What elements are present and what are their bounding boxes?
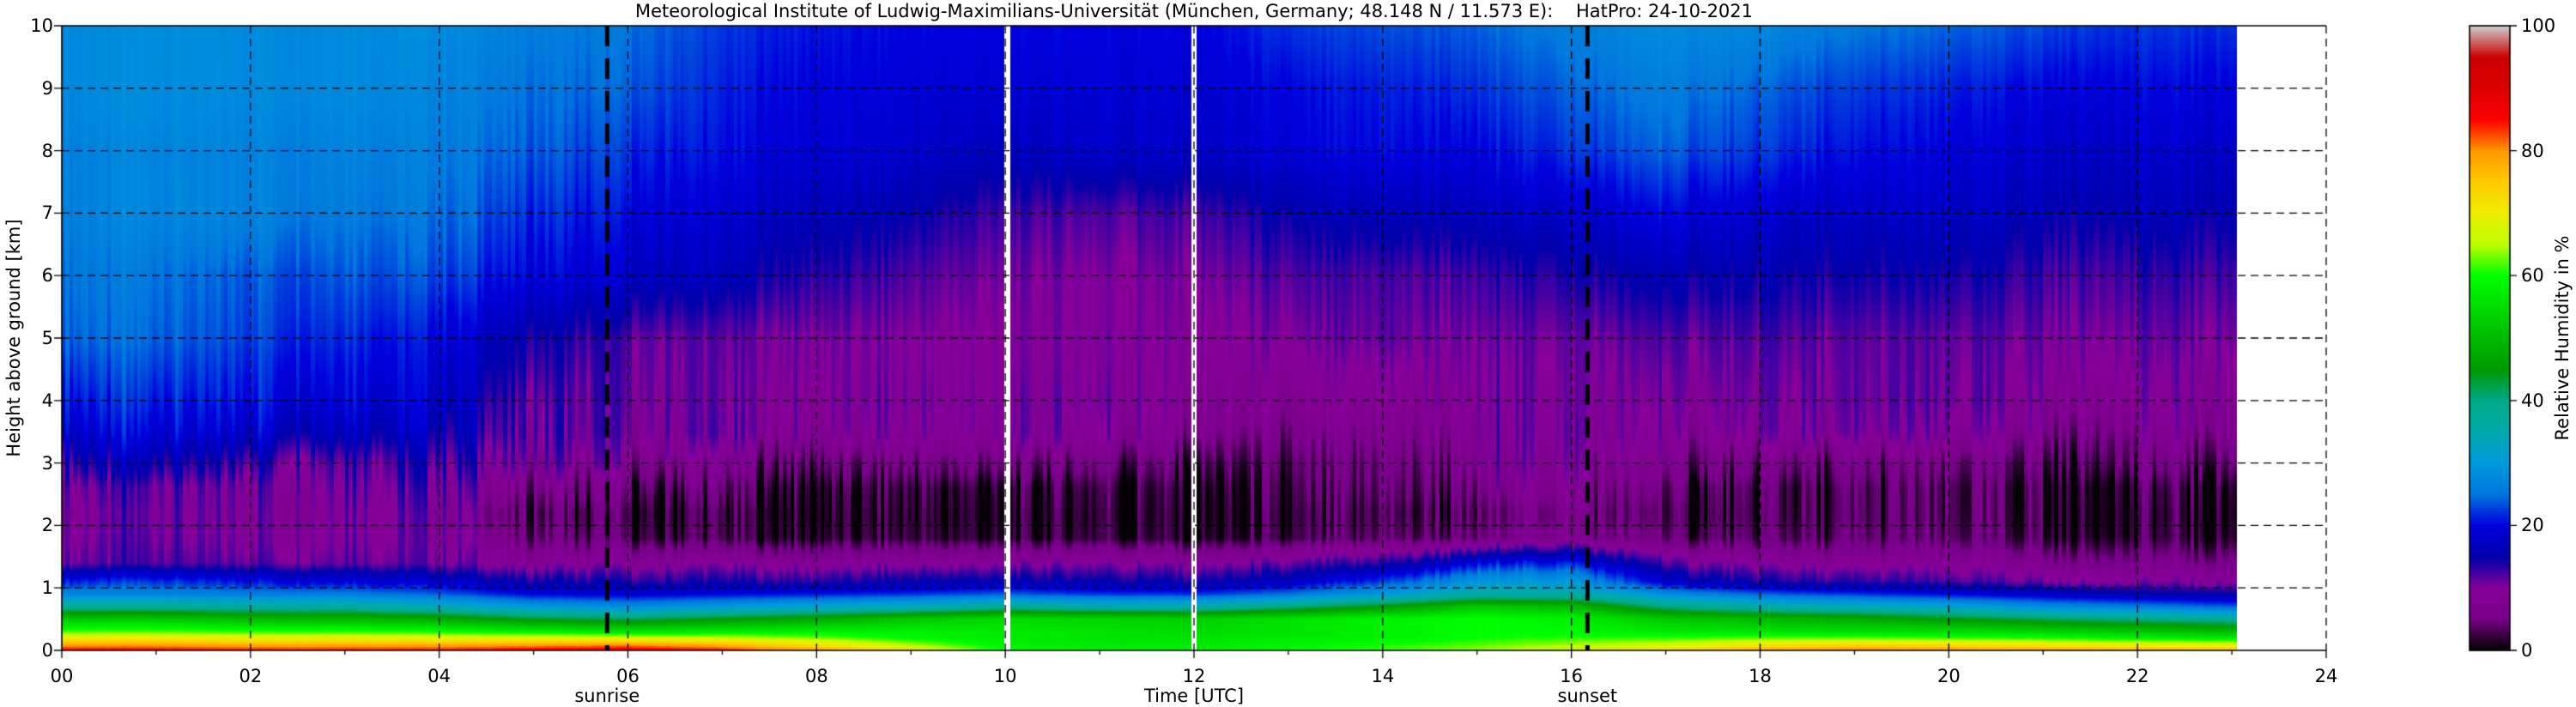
y-tick-label: 7 xyxy=(41,202,53,224)
x-tick-label: 06 xyxy=(616,666,639,686)
x-tick-label: 04 xyxy=(427,666,452,686)
colorbar-tick-label: 80 xyxy=(2521,140,2544,161)
y-tick-label: 5 xyxy=(41,328,53,348)
y-tick-label: 3 xyxy=(41,452,53,474)
x-tick-label: 18 xyxy=(1749,666,1772,686)
x-tick-label: 00 xyxy=(50,666,74,686)
y-tick-label: 9 xyxy=(41,77,53,99)
x-tick-label: 22 xyxy=(2125,666,2149,686)
y-tick-label: 1 xyxy=(41,577,53,599)
y-tick-label: 4 xyxy=(41,390,53,411)
colorbar-label: Relative Humidity in % xyxy=(2552,235,2573,441)
sunset-label: sunset xyxy=(1557,686,1618,706)
x-tick-label: 02 xyxy=(239,666,263,686)
y-tick-label: 6 xyxy=(41,265,53,287)
colorbar-tick-label: 0 xyxy=(2521,640,2533,661)
colorbar-tick-label: 60 xyxy=(2521,265,2544,287)
colorbar-tick-label: 20 xyxy=(2521,515,2544,536)
plot-title: Meteorological Institute of Ludwig-Maxim… xyxy=(634,1,1754,21)
x-tick-label: 20 xyxy=(1937,666,1961,686)
colorbar-tick-label: 100 xyxy=(2521,15,2556,36)
y-tick-label: 8 xyxy=(41,140,53,161)
x-tick-label: 14 xyxy=(1371,666,1395,686)
y-tick-label: 0 xyxy=(41,640,53,661)
x-axis-label: Time [UTC] xyxy=(1143,686,1245,706)
x-tick-label: 24 xyxy=(2314,666,2338,686)
x-tick-label: 08 xyxy=(804,666,828,686)
y-tick-label: 10 xyxy=(30,15,53,36)
y-tick-label: 2 xyxy=(41,515,53,536)
x-tick-label: 16 xyxy=(1560,666,1584,686)
x-tick-label: 12 xyxy=(1182,666,1206,686)
colorbar-tick-label: 40 xyxy=(2521,390,2544,411)
sunrise-label: sunrise xyxy=(574,686,640,706)
x-tick-label: 10 xyxy=(993,666,1017,686)
